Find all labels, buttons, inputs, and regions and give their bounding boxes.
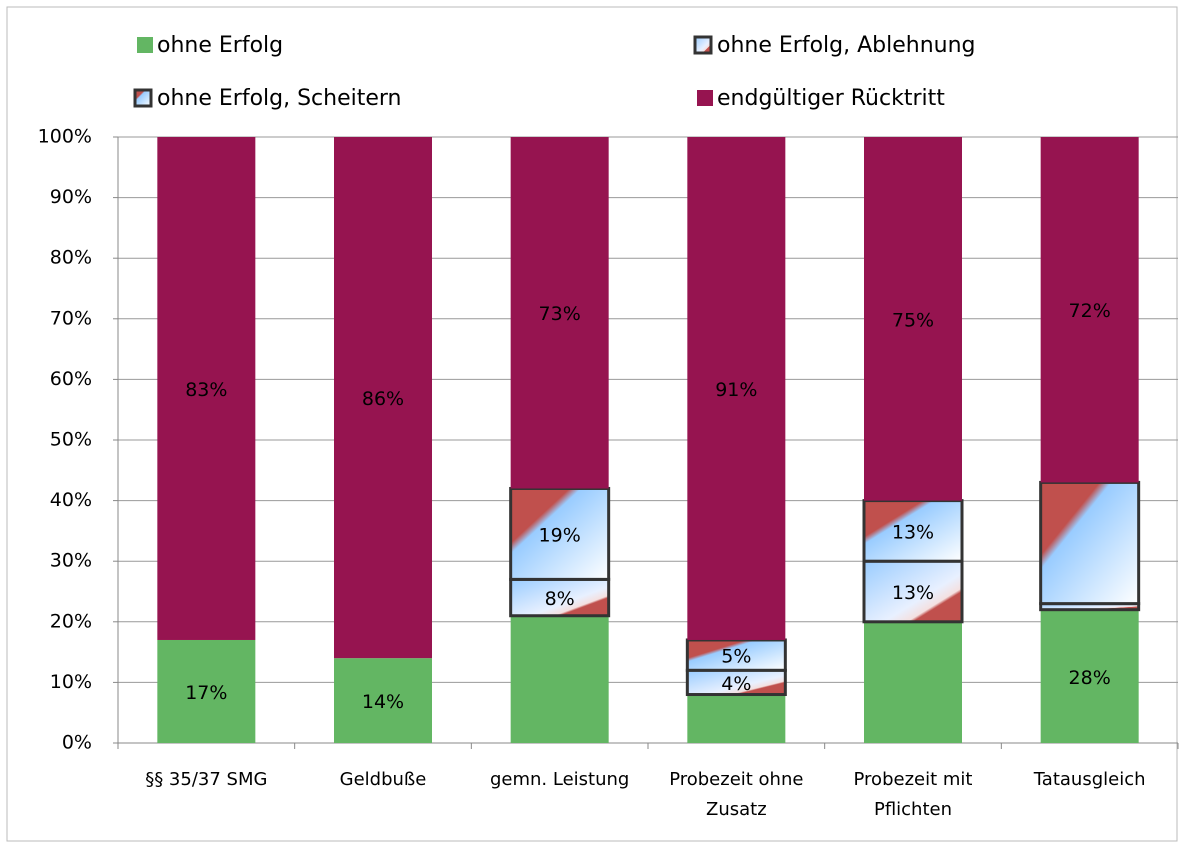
data-label: 91% (715, 379, 757, 401)
y-tick-label: 10% (50, 671, 92, 693)
data-label: 13% (892, 521, 934, 543)
data-label: 5% (721, 646, 751, 668)
y-tick-label: 80% (50, 247, 92, 269)
legend-label: ohne Erfolg, Ablehnung (717, 33, 976, 58)
data-label: 8% (545, 588, 575, 610)
x-tick-label: §§ 35/37 SMG (145, 769, 268, 790)
y-tick-label: 60% (50, 368, 92, 390)
y-tick-label: 40% (50, 489, 92, 511)
data-label: 72% (1069, 300, 1111, 322)
y-tick-label: 90% (50, 186, 92, 208)
bar-segment (509, 577, 611, 618)
legend-marker (137, 37, 153, 53)
data-label: 28% (1069, 667, 1111, 689)
legend-label: ohne Erfolg (157, 33, 283, 58)
bar-segment (687, 694, 786, 743)
bar-segment (510, 615, 609, 743)
data-label: 86% (362, 388, 404, 410)
legend-marker (697, 90, 713, 106)
data-label: 73% (539, 303, 581, 325)
x-tick-label: Geldbuße (339, 769, 427, 790)
legend-label: ohne Erfolg, Scheitern (157, 86, 402, 111)
data-label: 14% (362, 691, 404, 713)
legend-marker (693, 35, 713, 55)
legend-marker (133, 88, 153, 108)
x-tick-label: Tatausgleich (1033, 769, 1146, 790)
y-tick-label: 20% (50, 610, 92, 632)
data-label: 13% (892, 582, 934, 604)
data-label: 17% (185, 682, 227, 704)
y-tick-label: 100% (38, 126, 92, 148)
bar-segment (334, 137, 432, 659)
frame (6, 6, 1178, 842)
data-label: 83% (185, 379, 227, 401)
bar-segment (862, 559, 964, 624)
y-tick-label: 70% (50, 307, 92, 329)
bar-segment (157, 137, 256, 640)
bar-segment (1039, 480, 1141, 606)
bar-segment (510, 137, 609, 489)
y-tick-label: 50% (50, 429, 92, 451)
bar-segment (864, 621, 962, 743)
data-label: 4% (721, 673, 751, 695)
bar-segment (862, 499, 964, 563)
y-tick-label: 0% (62, 732, 92, 754)
data-label: 75% (892, 309, 934, 331)
x-tick-label: Probezeit ohne Zusatz (669, 769, 804, 820)
data-label: 19% (539, 524, 581, 546)
bar-segment (1040, 609, 1139, 743)
x-tick-label: Probezeit mit Pflichten (853, 769, 973, 820)
bar-segment (864, 137, 962, 501)
legend-label: endgültiger Rücktritt (717, 86, 945, 111)
bar-segment (687, 137, 786, 640)
bar-segment (509, 486, 611, 581)
bar-segment (157, 639, 256, 743)
y-tick-label: 30% (50, 550, 92, 572)
bar-segment (1040, 137, 1139, 483)
x-tick-label: gemn. Leistung (489, 769, 630, 790)
bar-segment (334, 658, 432, 743)
